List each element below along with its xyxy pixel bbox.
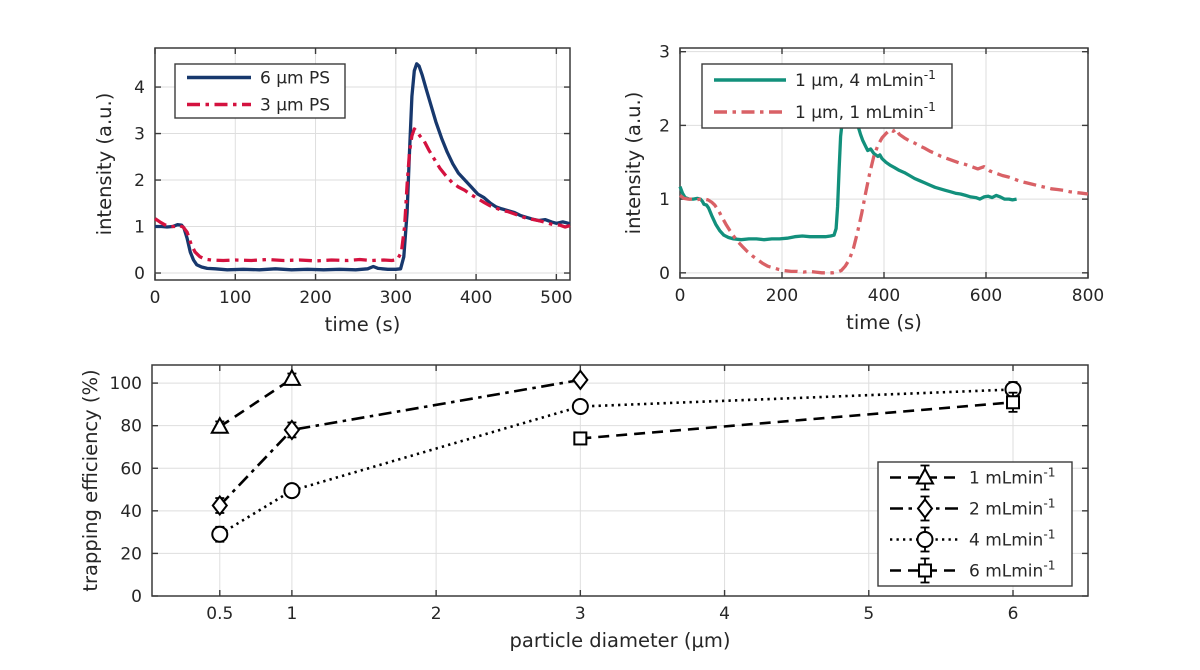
x-tick-label: 200 (299, 288, 331, 308)
y-tick-label: 2 (659, 116, 670, 136)
square-marker (1006, 395, 1021, 410)
triangle-marker (210, 416, 230, 434)
triangle-marker (915, 466, 935, 485)
legend-label: 6 μm PS (260, 69, 330, 89)
x-axis-label: time (s) (325, 313, 401, 336)
x-tick-label: 800 (1072, 286, 1104, 306)
legend: 1 mLmin-1 2 mLmin-1 4 mLmin-1 6 mLmin-1 (877, 461, 1073, 587)
axes-box (154, 47, 571, 281)
x-tick-label: 3 (575, 604, 586, 624)
diamond-marker (572, 369, 589, 391)
diamond-marker (211, 494, 229, 517)
y-tick-label: 40 (120, 502, 142, 522)
diamond-marker (916, 497, 934, 520)
y-tick-label: 4 (134, 78, 145, 98)
legend-label: 1 μm, 1 mLmin-1 (795, 100, 936, 123)
x-tick-label: 0 (150, 288, 161, 308)
legend-label: 1 mLmin-1 (969, 466, 1056, 489)
axes-box (151, 364, 1089, 597)
chart-intensity-ps-particles: 0 100 200 300 400 500 0 1 2 3 4 time (s) intensity (… (93, 47, 573, 336)
x-tick-label: 600 (970, 286, 1002, 306)
legend-label: 6 mLmin-1 (969, 559, 1056, 582)
x-tick-label: 400 (868, 286, 900, 306)
chart-intensity-flow-rates: 0 200 400 600 800 0 1 2 3 time (s) intensity (a.u.… (622, 43, 1104, 334)
circle-marker (211, 525, 229, 543)
x-tick-label: 500 (540, 288, 572, 308)
y-tick-label: 60 (120, 459, 142, 479)
circle-marker (571, 398, 589, 416)
tick-labels: 0 100 200 300 400 500 0 1 2 3 4 (134, 78, 572, 308)
y-tick-label: 0 (659, 264, 670, 284)
series-1-m-4-mLmin- (678, 107, 1017, 242)
legend-label: 3 μm PS (260, 96, 330, 116)
x-tick-label: 6 (1008, 604, 1019, 624)
triangle-marker (282, 368, 302, 386)
y-tick-label: 3 (659, 43, 670, 63)
legend-label: 4 mLmin-1 (969, 528, 1056, 551)
x-tick-label: 4 (719, 604, 730, 624)
y-tick-label: 1 (659, 190, 670, 210)
x-tick-label: 200 (766, 286, 798, 306)
legend: 1 μm, 4 mLmin-1 1 μm, 1 mLmin-1 (701, 63, 953, 129)
x-tick-label: 2 (431, 604, 442, 624)
x-tick-label: 100 (219, 288, 251, 308)
legend-label: 1 μm, 4 mLmin-1 (795, 68, 936, 91)
x-tick-label: 5 (863, 604, 874, 624)
circle-marker (283, 482, 301, 500)
x-tick-label: 300 (380, 288, 412, 308)
x-tick-label: 400 (460, 288, 492, 308)
y-tick-label: 1 (134, 218, 145, 238)
y-tick-label: 0 (131, 587, 142, 607)
y-tick-label: 0 (134, 264, 145, 284)
y-axis-label: intensity (a.u.) (622, 92, 645, 235)
square-marker (918, 563, 932, 578)
y-tick-label: 80 (120, 417, 142, 437)
series-2-mLmin- (211, 369, 589, 517)
x-tick-label: 0.5 (206, 604, 233, 624)
series-6-mLmin- (573, 391, 1021, 446)
series-3-m-PS (154, 127, 571, 263)
diamond-marker (283, 419, 301, 441)
y-tick-label: 20 (120, 544, 142, 564)
x-tick-label: 1 (286, 604, 297, 624)
y-tick-label: 100 (110, 374, 142, 394)
square-marker (573, 431, 588, 446)
series-1-m-1-mLmin- (679, 127, 1089, 275)
y-axis-label: trapping efficiency (%) (79, 369, 102, 591)
legend-label: 2 mLmin-1 (969, 497, 1056, 520)
legend: 6 μm PS 3 μm PS (174, 63, 346, 119)
y-axis-label: intensity (a.u.) (93, 93, 116, 236)
circle-marker (916, 531, 934, 548)
tick-labels: 0 200 400 600 800 0 1 2 3 (659, 43, 1104, 306)
x-axis-label: particle diameter (μm) (510, 629, 731, 652)
series-1-mLmin- (210, 368, 302, 434)
y-tick-label: 2 (134, 171, 145, 191)
y-tick-label: 3 (134, 125, 145, 145)
x-axis-label: time (s) (846, 311, 922, 334)
x-tick-label: 0 (675, 286, 686, 306)
